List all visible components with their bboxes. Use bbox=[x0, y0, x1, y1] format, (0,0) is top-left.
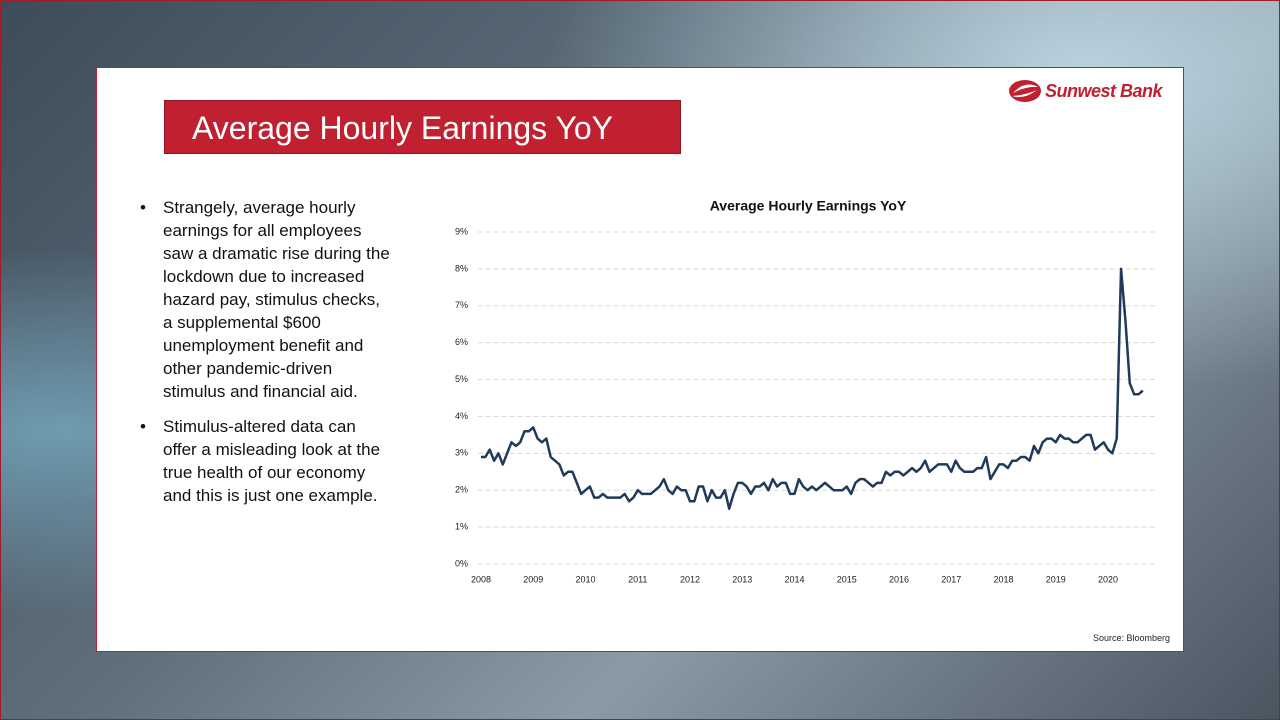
y-tick-label: 5% bbox=[455, 374, 468, 384]
logo: Sunwest Bank bbox=[1008, 78, 1163, 104]
y-tick-label: 4% bbox=[455, 411, 468, 421]
x-tick-label: 2019 bbox=[1046, 574, 1066, 584]
data-line bbox=[481, 267, 1144, 510]
x-tick-label: 2018 bbox=[993, 574, 1013, 584]
y-tick-label: 6% bbox=[455, 337, 468, 347]
x-tick-label: 2013 bbox=[732, 574, 752, 584]
bullet: Strangely, average hourly earnings for a… bbox=[138, 196, 394, 403]
x-tick-label: 2009 bbox=[523, 574, 543, 584]
y-tick-label: 1% bbox=[455, 521, 468, 531]
y-tick-label: 3% bbox=[455, 448, 468, 458]
x-tick-label: 2008 bbox=[471, 574, 491, 584]
bullet-list: Strangely, average hourly earnings for a… bbox=[138, 196, 394, 519]
logo-icon bbox=[1009, 80, 1041, 102]
x-tick-label: 2017 bbox=[941, 574, 961, 584]
source-note: Source: Bloomberg bbox=[1092, 633, 1170, 643]
logo-text: Sunwest Bank bbox=[1045, 80, 1163, 101]
x-tick-label: 2020 bbox=[1098, 574, 1118, 584]
x-tick-label: 2015 bbox=[837, 574, 857, 584]
x-tick-label: 2014 bbox=[784, 574, 804, 584]
x-tick-label: 2012 bbox=[680, 574, 700, 584]
y-tick-label: 9% bbox=[455, 226, 468, 236]
y-tick-label: 2% bbox=[455, 485, 468, 495]
x-tick-label: 2010 bbox=[575, 574, 595, 584]
bullet: Stimulus-altered data can offer a mislea… bbox=[138, 415, 394, 507]
x-tick-label: 2011 bbox=[628, 574, 647, 584]
y-tick-label: 8% bbox=[455, 263, 468, 273]
slide-title: Average Hourly Earnings YoY bbox=[164, 100, 681, 154]
chart-title: Average Hourly Earnings YoY bbox=[710, 198, 907, 214]
y-tick-label: 7% bbox=[455, 300, 468, 310]
y-tick-label: 0% bbox=[455, 558, 468, 568]
x-tick-label: 2016 bbox=[889, 574, 909, 584]
